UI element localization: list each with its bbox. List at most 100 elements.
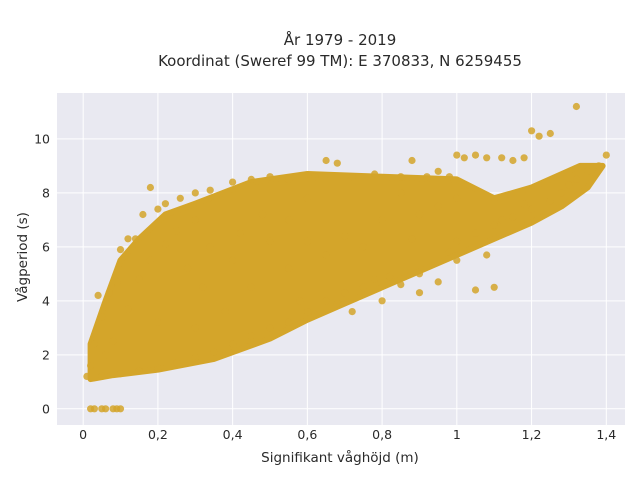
data-point bbox=[109, 337, 117, 345]
data-point bbox=[520, 154, 528, 162]
data-point bbox=[173, 227, 181, 235]
data-point bbox=[236, 229, 244, 237]
data-point bbox=[378, 297, 386, 305]
x-tick-label: 0,6 bbox=[297, 427, 317, 442]
data-point bbox=[397, 281, 405, 289]
data-point bbox=[453, 256, 461, 264]
x-tick-label: 0,4 bbox=[223, 427, 243, 442]
data-point bbox=[546, 129, 554, 138]
data-point bbox=[90, 340, 98, 348]
data-point bbox=[490, 221, 498, 229]
data-point bbox=[94, 291, 102, 299]
data-point bbox=[131, 235, 140, 243]
data-point bbox=[572, 175, 581, 183]
data-point bbox=[572, 102, 581, 111]
x-tick-label: 1,4 bbox=[596, 427, 616, 442]
data-point bbox=[146, 256, 154, 264]
data-point bbox=[229, 340, 237, 348]
data-point bbox=[146, 183, 154, 192]
data-point bbox=[116, 370, 125, 378]
x-tick-label: 0 bbox=[79, 427, 87, 442]
data-point bbox=[206, 186, 214, 194]
data-point bbox=[303, 237, 311, 246]
data-point bbox=[348, 308, 356, 316]
data-point bbox=[247, 332, 255, 340]
data-point bbox=[296, 297, 304, 305]
data-point bbox=[102, 405, 110, 413]
data-point bbox=[535, 132, 543, 140]
data-point bbox=[453, 237, 461, 246]
point-cloud bbox=[87, 162, 606, 383]
data-point bbox=[247, 283, 255, 291]
x-tick-label: 1,2 bbox=[522, 427, 542, 442]
data-point bbox=[206, 243, 214, 251]
data-point bbox=[247, 175, 255, 183]
data-point bbox=[498, 154, 506, 162]
y-tick-label: 8 bbox=[42, 185, 50, 200]
data-point bbox=[311, 310, 319, 318]
data-point bbox=[258, 210, 267, 219]
data-point bbox=[98, 372, 106, 380]
data-point bbox=[139, 210, 147, 219]
data-point bbox=[471, 229, 480, 237]
data-point bbox=[191, 324, 199, 332]
data-point bbox=[397, 173, 405, 181]
data-point bbox=[116, 246, 125, 254]
data-point bbox=[105, 289, 113, 297]
data-point bbox=[490, 283, 498, 291]
y-tick-label: 6 bbox=[42, 239, 50, 254]
data-point bbox=[498, 216, 506, 224]
data-point bbox=[322, 156, 330, 165]
x-tick-label: 1 bbox=[453, 427, 461, 442]
y-tick-label: 10 bbox=[34, 131, 50, 146]
data-point bbox=[285, 216, 293, 224]
data-point bbox=[333, 299, 341, 308]
data-point bbox=[191, 216, 199, 224]
data-point bbox=[371, 275, 379, 283]
data-point bbox=[303, 308, 311, 316]
data-point bbox=[135, 367, 143, 375]
data-point bbox=[210, 348, 218, 356]
y-axis-label: Vågperiod (s) bbox=[14, 212, 31, 302]
data-point bbox=[415, 289, 424, 297]
data-point bbox=[173, 359, 181, 367]
data-point bbox=[191, 189, 199, 197]
data-point bbox=[557, 189, 566, 197]
data-point bbox=[285, 318, 293, 326]
data-point bbox=[397, 189, 405, 197]
data-point bbox=[453, 151, 461, 159]
data-point bbox=[161, 240, 169, 248]
data-point bbox=[221, 308, 229, 316]
data-point bbox=[528, 205, 536, 213]
data-point bbox=[483, 251, 491, 259]
data-point bbox=[285, 264, 293, 272]
data-point bbox=[161, 200, 169, 208]
data-point bbox=[408, 156, 416, 165]
data-point bbox=[229, 178, 237, 186]
data-point bbox=[90, 405, 98, 413]
data-point bbox=[124, 305, 132, 313]
data-point bbox=[423, 173, 431, 181]
x-axis-ticks: 0 0,2 0,4 0,6 0,8 1 1,2 1,4 bbox=[79, 427, 616, 442]
data-point bbox=[184, 264, 192, 272]
data-point bbox=[546, 197, 554, 205]
data-point bbox=[311, 173, 319, 181]
data-point bbox=[98, 313, 106, 321]
data-point bbox=[266, 324, 274, 332]
data-point bbox=[415, 210, 424, 219]
data-point bbox=[471, 286, 480, 294]
data-point bbox=[408, 235, 416, 243]
data-point bbox=[528, 127, 536, 135]
data-point bbox=[102, 351, 110, 359]
data-point bbox=[333, 159, 341, 167]
data-point bbox=[341, 232, 349, 240]
y-axis-ticks: 0 2 4 6 8 10 bbox=[34, 131, 50, 416]
data-point bbox=[266, 173, 274, 181]
data-point bbox=[135, 275, 143, 283]
data-point bbox=[285, 175, 293, 183]
data-point bbox=[154, 364, 162, 372]
dense-point-region bbox=[87, 162, 606, 383]
data-point bbox=[445, 173, 453, 181]
